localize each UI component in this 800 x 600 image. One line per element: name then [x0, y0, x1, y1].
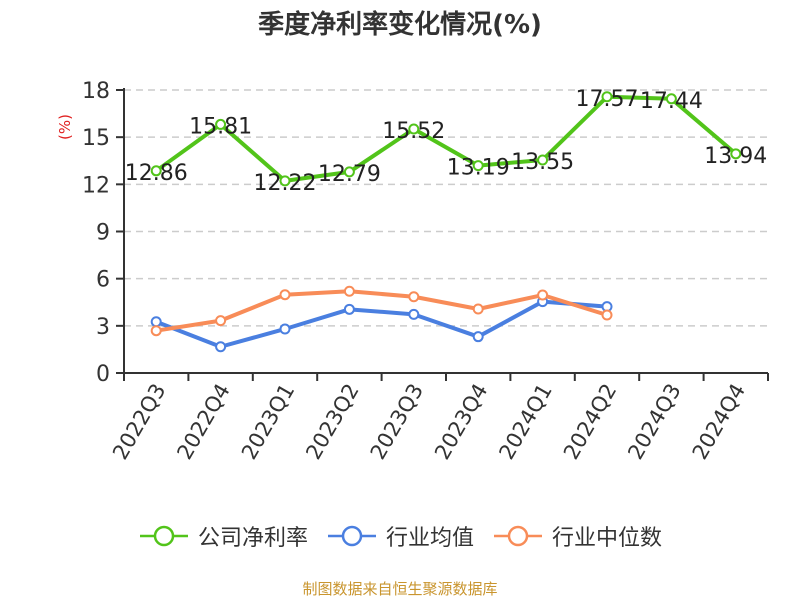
- data-label: 15.81: [189, 114, 252, 139]
- source-note: 制图数据来自恒生聚源数据库: [302, 580, 498, 598]
- y-tick-label: 3: [96, 315, 110, 340]
- x-tick-label: 2024Q1: [494, 380, 556, 464]
- data-label: 13.94: [704, 144, 767, 169]
- data-point: [472, 331, 484, 343]
- data-label: 12.79: [318, 162, 381, 187]
- y-tick-label: 15: [82, 126, 110, 151]
- data-label: 17.44: [640, 89, 703, 114]
- data-point: [150, 325, 162, 337]
- data-point: [279, 289, 291, 301]
- legend-label: 行业中位数: [552, 526, 663, 551]
- data-point: [472, 303, 484, 315]
- series-lines: [150, 91, 742, 353]
- data-point: [537, 154, 549, 166]
- y-tick-label: 0: [96, 362, 110, 387]
- x-tick-label: 2022Q4: [172, 380, 234, 464]
- legend-item[interactable]: 公司净利率: [138, 520, 308, 552]
- data-label: 13.55: [511, 150, 574, 175]
- y-tick-label: 9: [96, 221, 110, 246]
- y-tick-label: 18: [82, 79, 110, 104]
- data-label: 17.57: [576, 87, 639, 112]
- data-label: 15.52: [382, 119, 445, 144]
- data-point: [343, 285, 355, 297]
- data-point: [537, 289, 549, 301]
- legend: 公司净利率 行业均值 行业中位数: [0, 520, 800, 552]
- y-axis-unit-label: (%): [56, 114, 74, 140]
- data-point: [343, 166, 355, 178]
- data-point: [601, 309, 613, 321]
- y-tick-label: 12: [82, 173, 110, 198]
- data-point: [215, 118, 227, 130]
- line-chart: 0 3 6 9 12 15 18 2022Q3 2022Q4 2023Q1 2023Q2 2023Q3…: [56, 79, 769, 464]
- x-tick-label: 2023Q3: [366, 380, 428, 464]
- legend-item[interactable]: 行业均值: [326, 520, 474, 552]
- legend-label: 公司净利率: [197, 526, 308, 551]
- data-point: [730, 148, 742, 160]
- data-point: [215, 315, 227, 327]
- legend-item[interactable]: 行业中位数: [492, 520, 662, 552]
- data-label: 13.19: [447, 156, 510, 181]
- data-point: [408, 123, 420, 135]
- chart-title: 季度净利率变化情况(%): [258, 10, 542, 40]
- y-tick-label: 6: [96, 268, 110, 293]
- x-tick-label: 2024Q3: [623, 380, 685, 464]
- data-point: [601, 91, 613, 103]
- x-tick-label: 2023Q1: [237, 380, 299, 464]
- legend-line-circle-icon: [327, 525, 376, 547]
- x-tick-label: 2023Q4: [430, 380, 492, 464]
- data-point: [215, 341, 227, 353]
- data-point: [343, 303, 355, 315]
- data-point: [150, 316, 162, 328]
- data-point: [472, 160, 484, 172]
- data-label: 12.22: [254, 171, 317, 196]
- x-tick-label: 2024Q4: [688, 380, 750, 464]
- data-point: [408, 291, 420, 303]
- legend-line-circle-icon: [139, 525, 188, 547]
- data-point: [150, 165, 162, 177]
- x-tick-label: 2023Q2: [301, 380, 363, 464]
- x-tick-label: 2024Q2: [559, 380, 621, 464]
- data-point: [279, 323, 291, 335]
- data-point: [408, 308, 420, 320]
- x-tick-label: 2022Q3: [108, 380, 170, 464]
- data-point: [279, 175, 291, 187]
- data-point: [665, 93, 677, 105]
- legend-line-circle-icon: [494, 525, 542, 547]
- legend-label: 行业均值: [385, 526, 474, 551]
- data-label: 12.86: [125, 161, 188, 186]
